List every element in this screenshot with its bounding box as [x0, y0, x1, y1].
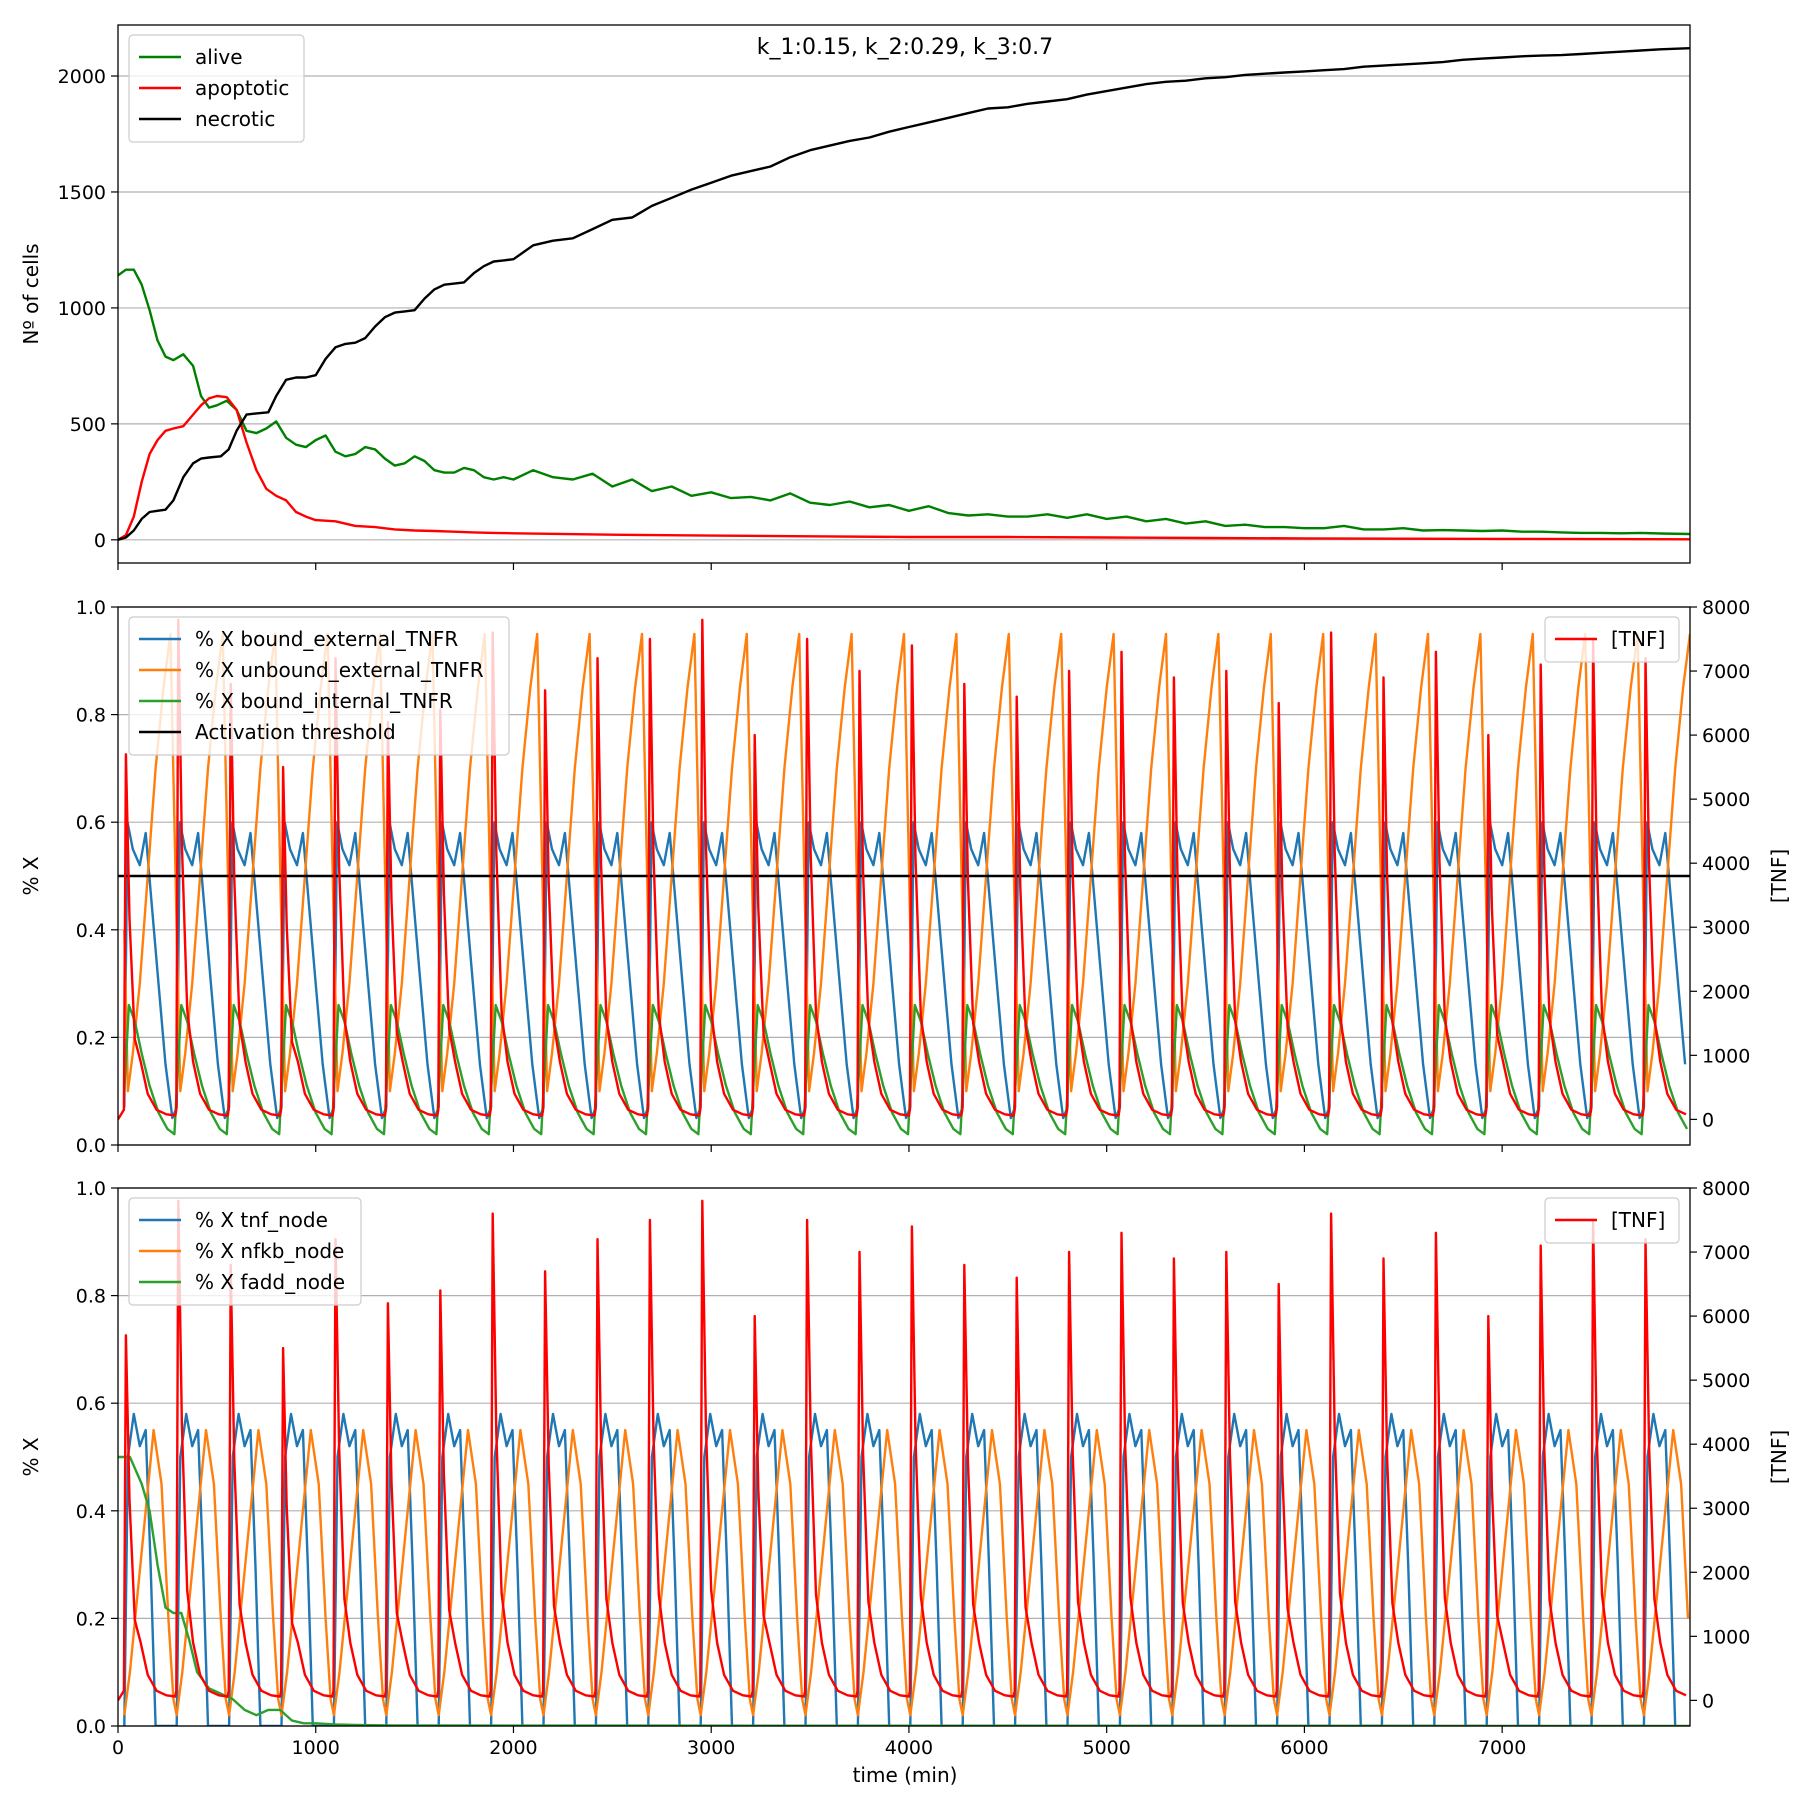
y2-tick-label: 3000: [1702, 917, 1750, 939]
y-tick-label: 0.4: [76, 1501, 106, 1523]
x-tick-label: 3000: [687, 1737, 735, 1759]
legend-label: % X nfkb_node: [195, 1239, 344, 1263]
panel-cell-counts: 0 500 1000 1500 2000 Nº of cells alive apoptoti…: [19, 24, 1691, 570]
y-tick-label: 0.2: [76, 1027, 106, 1049]
y-tick-label: 0.0: [76, 1716, 106, 1738]
y2-tick-label: 5000: [1702, 789, 1750, 811]
x-axis-label: time (min): [853, 1763, 958, 1787]
y-axis-label: Nº of cells: [19, 243, 43, 344]
x-tick-label: 5000: [1082, 1737, 1130, 1759]
plot-frame: [117, 1187, 1691, 1727]
y2-tick-label: 8000: [1702, 1178, 1750, 1200]
y-tick-label: 1.0: [76, 597, 106, 619]
legend: [TNF]: [1544, 616, 1680, 663]
y-tick-label: 0.4: [76, 920, 106, 942]
y2-tick-label: 8000: [1702, 597, 1750, 619]
y-axis-label: % X: [19, 1437, 43, 1476]
y-tick-label: 0.0: [76, 1135, 106, 1157]
legend-box: [1544, 616, 1680, 663]
plot-frame: [117, 24, 1691, 564]
legend: % X bound_external_TNFR % X unbound_exter…: [128, 616, 510, 756]
legend-label: [TNF]: [1611, 627, 1665, 651]
y2-tick-label: 6000: [1702, 1306, 1750, 1328]
series-line-tnf: [118, 1199, 1687, 1702]
y2-tick-label: 1000: [1702, 1626, 1750, 1648]
legend-label: Activation threshold: [195, 720, 396, 744]
series-line-tnf: [118, 618, 1687, 1121]
y-tick-label: 0.6: [76, 812, 106, 834]
y-tick-label: 0.6: [76, 1393, 106, 1415]
legend: [TNF]: [1544, 1197, 1680, 1244]
legend-label: % X unbound_external_TNFR: [195, 658, 484, 682]
y2-tick-label: 6000: [1702, 725, 1750, 747]
y2-tick-label: 5000: [1702, 1370, 1750, 1392]
series-line-x-unbound-external-tnfr: [123, 632, 1690, 1093]
chart-title: k_1:0.15, k_2:0.29, k_3:0.7: [757, 35, 1053, 60]
legend-label: [TNF]: [1611, 1208, 1665, 1232]
legend-label: apoptotic: [195, 76, 289, 100]
x-tick-label: 0: [112, 1737, 124, 1759]
x-tick-label: 4000: [885, 1737, 933, 1759]
y-tick-label: 1500: [58, 182, 106, 204]
panel-node-states: 0 1000 2000 3000 4000 5000 6000 7000 0.0 0.2 0.4 0.…: [19, 1178, 1791, 1759]
y2-tick-label: 3000: [1702, 1498, 1750, 1520]
y2-tick-label: 7000: [1702, 1242, 1750, 1264]
series-line-x-fadd-node: [118, 1455, 1690, 1726]
y-tick-label: 1000: [58, 298, 106, 320]
x-tick-label: 6000: [1280, 1737, 1328, 1759]
y-tick-label: 0.8: [76, 705, 106, 727]
legend-label: % X fadd_node: [195, 1270, 345, 1294]
legend: alive apoptotic necrotic: [128, 34, 305, 143]
series-line-x-nfkb-node: [123, 1428, 1690, 1717]
x-tick-label: 1000: [292, 1737, 340, 1759]
legend-box: [128, 1197, 362, 1306]
series-line-apoptotic: [118, 394, 1690, 541]
legend-label: % X bound_internal_TNFR: [195, 689, 453, 713]
legend-label: necrotic: [195, 107, 275, 131]
y2-tick-label: 2000: [1702, 1562, 1750, 1584]
series-line-alive: [118, 268, 1690, 536]
y-axis-label: % X: [19, 856, 43, 895]
legend-label: % X bound_external_TNFR: [195, 627, 458, 651]
legend-box: [128, 34, 305, 143]
y2-tick-label: 1000: [1702, 1045, 1750, 1067]
y-tick-label: 0: [94, 530, 106, 552]
series-line-necrotic: [118, 47, 1690, 541]
legend-box: [128, 616, 510, 756]
panel-tnfr-states: 0.0 0.2 0.4 0.6 0.8 1.0 0 1000 2000 3000 4000 5000 6…: [19, 597, 1791, 1157]
y-tick-label: 1.0: [76, 1178, 106, 1200]
legend-label: alive: [195, 45, 243, 69]
y2-tick-label: 4000: [1702, 853, 1750, 875]
x-tick-label: 2000: [489, 1737, 537, 1759]
y-tick-label: 500: [70, 414, 106, 436]
y2-tick-label: 0: [1702, 1690, 1714, 1712]
legend: % X tnf_node % X nfkb_node % X fadd_node: [128, 1197, 362, 1306]
legend-label: % X tnf_node: [195, 1208, 328, 1232]
y-tick-label: 0.8: [76, 1286, 106, 1308]
y2-axis-label: [TNF]: [1767, 849, 1791, 903]
y2-tick-label: 4000: [1702, 1434, 1750, 1456]
legend-box: [1544, 1197, 1680, 1244]
y2-axis-label: [TNF]: [1767, 1430, 1791, 1484]
y-tick-label: 0.2: [76, 1608, 106, 1630]
plot-frame: [117, 606, 1691, 1146]
y2-tick-label: 2000: [1702, 981, 1750, 1003]
y2-tick-label: 0: [1702, 1109, 1714, 1131]
y-tick-label: 2000: [58, 66, 106, 88]
y2-tick-label: 7000: [1702, 661, 1750, 683]
x-tick-label: 7000: [1478, 1737, 1526, 1759]
